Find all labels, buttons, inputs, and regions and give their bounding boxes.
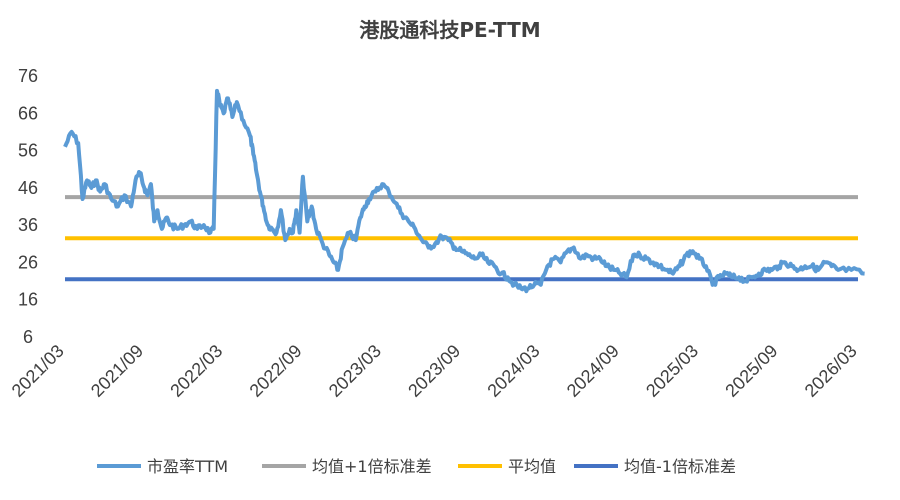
y-tick-label: 6 (23, 327, 33, 347)
legend-label: 均值-1倍标准差 (624, 457, 736, 476)
x-tick-label: 2021/09 (87, 341, 147, 401)
x-tick-label: 2024/03 (483, 341, 543, 401)
series-lines (63, 88, 865, 294)
legend: 市盈率TTM 均值+1倍标准差 平均值 均值-1倍标准差 (97, 457, 736, 476)
x-tick-label: 2022/03 (166, 341, 226, 401)
x-tick-label: 2023/03 (325, 341, 385, 401)
y-tick-label: 76 (18, 66, 38, 86)
x-tick-label: 2023/09 (404, 341, 464, 401)
x-tick-label: 2021/03 (8, 341, 68, 401)
legend-label: 均值+1倍标准差 (312, 457, 432, 476)
reference-lines (65, 195, 858, 282)
legend-label: 市盈率TTM (147, 457, 228, 476)
x-tick-label: 2024/09 (563, 341, 623, 401)
y-tick-label: 36 (18, 215, 38, 235)
x-tick-label: 2022/09 (246, 341, 306, 401)
chart-title: 港股通科技PE-TTM (359, 18, 540, 42)
y-tick-label: 16 (18, 290, 38, 310)
legend-label: 平均值 (508, 457, 556, 476)
y-tick-label: 26 (18, 252, 38, 272)
y-tick-label: 66 (18, 103, 38, 123)
x-axis-ticks: 2021/03 2021/09 2022/03 2022/09 2023/03 2023/… (8, 341, 861, 401)
y-tick-label: 46 (18, 178, 38, 198)
x-tick-label: 2025/03 (642, 341, 702, 401)
y-axis-ticks: 6 16 26 36 46 56 66 76 (18, 66, 38, 347)
pe-ttm-line (63, 88, 865, 294)
x-tick-label: 2025/09 (721, 341, 781, 401)
y-tick-label: 56 (18, 141, 38, 161)
x-tick-label: 2026/03 (801, 341, 861, 401)
